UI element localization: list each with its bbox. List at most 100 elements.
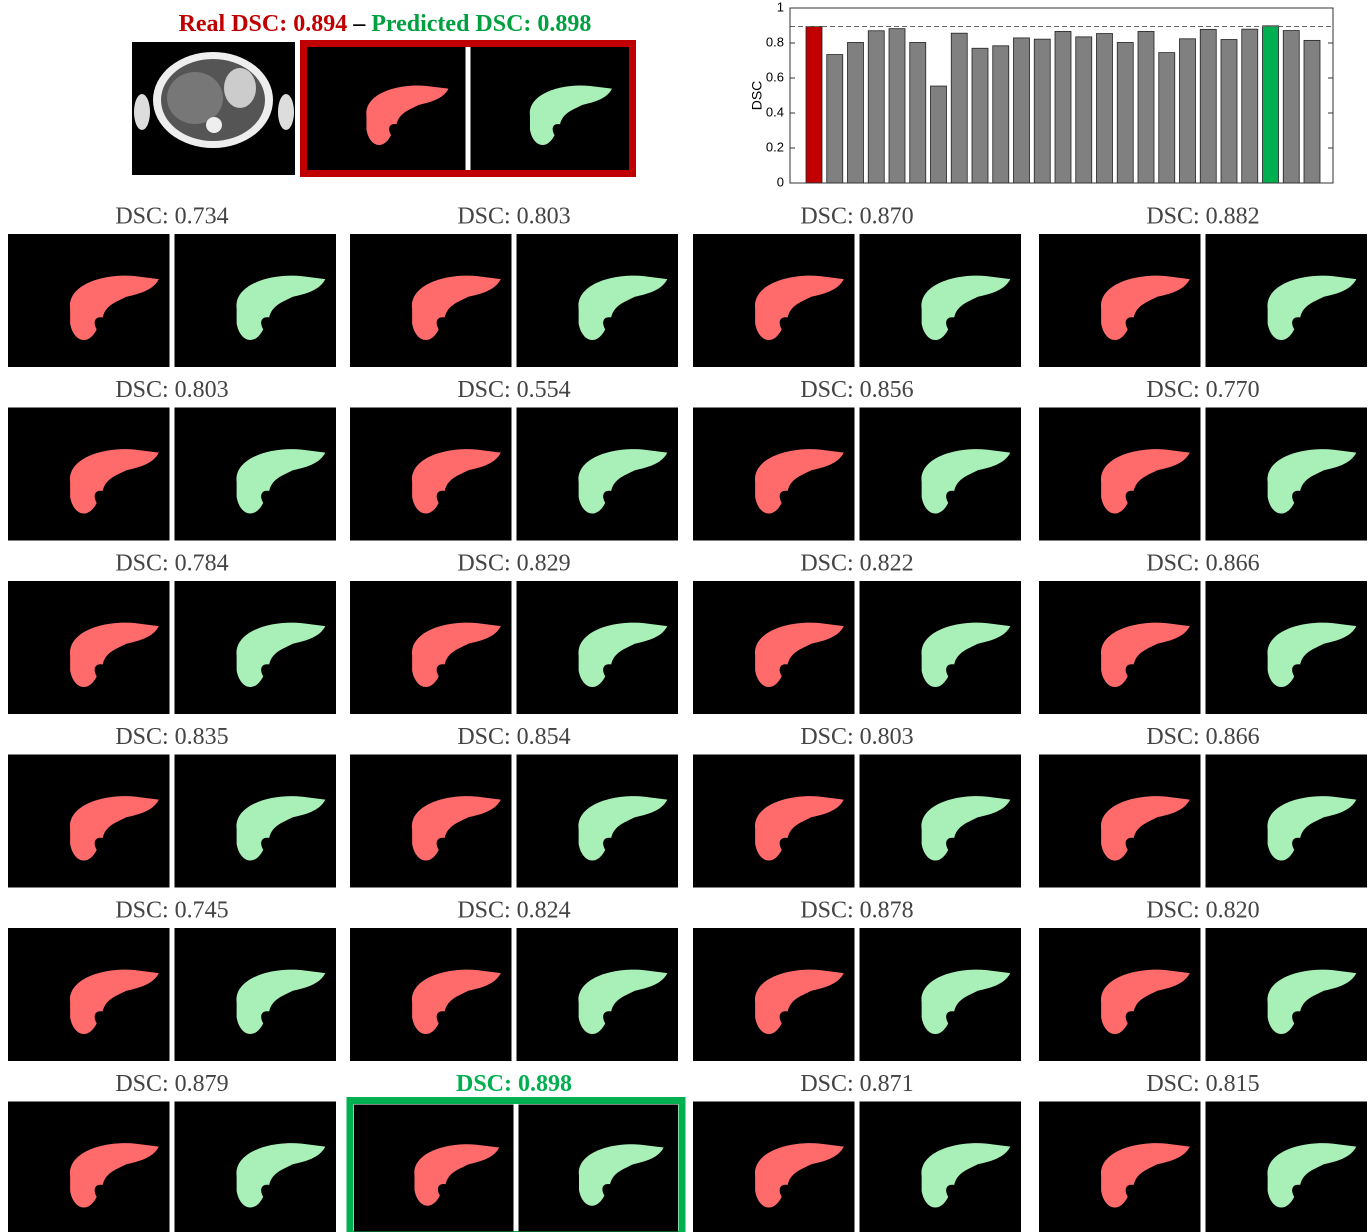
bar xyxy=(867,30,885,184)
liver-mask xyxy=(578,1144,664,1206)
title-separator: – xyxy=(352,11,366,37)
liver-mask xyxy=(578,622,668,688)
panel-label: DSC: 0.829 xyxy=(457,551,570,577)
liver-mask xyxy=(69,622,159,688)
bar xyxy=(1262,25,1279,184)
bar xyxy=(1158,52,1176,184)
liver-mask xyxy=(1267,275,1357,341)
bar xyxy=(888,28,906,184)
panel-label: DSC: 0.815 xyxy=(1146,1071,1259,1097)
liver-mask xyxy=(1100,969,1190,1035)
liver-mask xyxy=(754,622,844,688)
liver-mask xyxy=(236,622,326,688)
bar xyxy=(1199,28,1217,184)
liver-mask xyxy=(411,449,501,514)
liver-mask xyxy=(1267,796,1357,861)
bar xyxy=(992,45,1010,184)
liver-mask xyxy=(578,969,668,1035)
liver-mask xyxy=(754,1143,844,1208)
liver-mask xyxy=(1100,622,1190,688)
panel-label: DSC: 0.822 xyxy=(800,551,913,577)
panel-label: DSC: 0.835 xyxy=(115,724,228,750)
liver-mask xyxy=(754,275,844,341)
liver-mask xyxy=(366,85,449,146)
liver-mask xyxy=(1267,1143,1357,1208)
liver-mask xyxy=(1100,449,1190,514)
liver-mask xyxy=(414,1144,500,1206)
liver-mask xyxy=(921,969,1011,1035)
panel-label: DSC: 0.734 xyxy=(115,204,228,230)
mri-image xyxy=(132,42,295,175)
liver-mask xyxy=(578,275,668,341)
liver-mask xyxy=(69,275,159,341)
panel-label: DSC: 0.854 xyxy=(457,724,570,750)
axes-box xyxy=(789,7,1334,184)
panel-label: DSC: 0.803 xyxy=(115,377,228,403)
liver-mask xyxy=(411,622,501,688)
liver-mask xyxy=(236,449,326,514)
liver-mask xyxy=(754,969,844,1035)
figure-title: Real DSC: 0.894 – Predicted DSC: 0.898 xyxy=(179,11,592,37)
liver-mask xyxy=(236,275,326,341)
liver-mask xyxy=(1100,796,1190,861)
y-tick-label: 1 xyxy=(777,0,784,14)
panel-label: DSC: 0.803 xyxy=(457,204,570,230)
liver-mask xyxy=(754,449,844,514)
bar xyxy=(1137,31,1155,184)
liver-mask xyxy=(236,969,326,1035)
bar xyxy=(1013,37,1030,184)
bar xyxy=(847,42,864,184)
panel-label: DSC: 0.554 xyxy=(457,377,570,403)
bar xyxy=(909,42,927,184)
liver-mask xyxy=(411,969,501,1035)
panel-label: DSC: 0.882 xyxy=(1146,204,1259,230)
panel-label: DSC: 0.866 xyxy=(1146,551,1259,577)
bar xyxy=(1282,30,1300,184)
panel-label: DSC: 0.866 xyxy=(1146,724,1259,750)
predicted-title: Predicted DSC: 0.898 xyxy=(371,11,591,37)
bar xyxy=(805,26,823,184)
bar xyxy=(1116,42,1134,184)
panel-label: DSC: 0.878 xyxy=(800,898,913,924)
liver-mask xyxy=(1267,969,1357,1035)
real-title: Real DSC: 0.894 xyxy=(179,11,348,37)
liver-mask xyxy=(69,1143,159,1208)
liver-mask xyxy=(411,796,501,861)
panel-label: DSC: 0.871 xyxy=(800,1071,913,1097)
liver-mask xyxy=(529,85,612,146)
y-tick-label: 0 xyxy=(777,174,784,189)
bar xyxy=(971,47,989,184)
bar xyxy=(1054,31,1072,184)
liver-mask xyxy=(1267,622,1357,688)
y-tick-label: 0.4 xyxy=(766,104,784,119)
bar xyxy=(1241,28,1259,184)
y-axis-label: DSC xyxy=(749,81,765,111)
y-tick-label: 0.6 xyxy=(766,69,784,84)
panel-label: DSC: 0.745 xyxy=(115,898,228,924)
panel-label: DSC: 0.870 xyxy=(800,204,913,230)
panel-label: DSC: 0.879 xyxy=(115,1071,228,1097)
liver-mask xyxy=(236,1143,326,1208)
bar xyxy=(950,32,968,184)
liver-mask xyxy=(411,275,501,341)
liver-mask xyxy=(69,449,159,514)
liver-mask xyxy=(69,796,159,861)
y-tick-label: 0.8 xyxy=(766,34,784,49)
liver-mask xyxy=(1100,1143,1190,1208)
panel-label: DSC: 0.803 xyxy=(800,724,913,750)
panel-label: DSC: 0.898 xyxy=(456,1071,572,1097)
bar xyxy=(1096,33,1113,184)
liver-mask xyxy=(921,275,1011,341)
liver-mask xyxy=(921,1143,1011,1208)
liver-mask xyxy=(236,796,326,861)
bar xyxy=(1303,39,1321,184)
liver-mask xyxy=(754,796,844,861)
bar xyxy=(1075,36,1093,184)
panel-label: DSC: 0.824 xyxy=(457,898,570,924)
panel-label: DSC: 0.770 xyxy=(1146,377,1259,403)
liver-mask xyxy=(921,449,1011,514)
liver-mask xyxy=(69,969,159,1035)
liver-mask xyxy=(1100,275,1190,341)
bar xyxy=(1033,38,1051,184)
